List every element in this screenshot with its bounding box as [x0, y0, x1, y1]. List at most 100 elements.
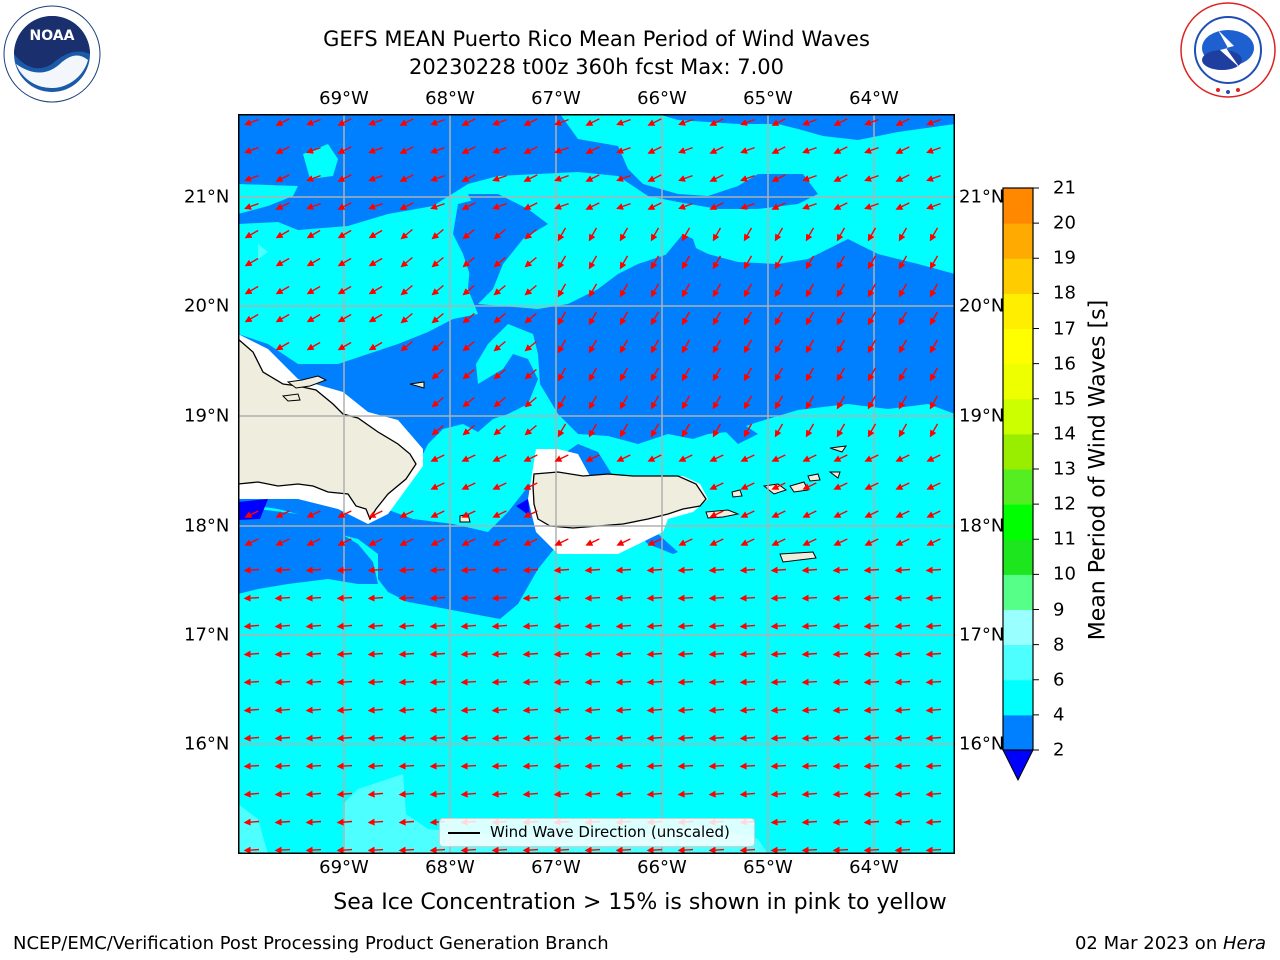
- wind-wave-arrow: [743, 423, 753, 438]
- wind-wave-arrow: [557, 227, 567, 242]
- wind-wave-arrow: [740, 454, 755, 462]
- wind-wave-arrow: [867, 311, 877, 326]
- wind-wave-arrow: [929, 255, 939, 270]
- wind-wave-arrow: [275, 538, 290, 546]
- wind-wave-arrow: [398, 678, 415, 686]
- wind-wave-arrow: [522, 706, 539, 714]
- wind-wave-arrow: [274, 650, 291, 658]
- wind-wave-arrow: [522, 734, 539, 742]
- wind-wave-arrow: [554, 538, 569, 546]
- wind-wave-arrow: [894, 706, 911, 714]
- lat-label-left-19n: 19°N: [184, 405, 230, 427]
- wind-wave-arrow: [925, 566, 942, 574]
- wind-wave-arrow: [895, 454, 910, 462]
- wind-wave-arrow: [244, 285, 259, 295]
- wind-wave-arrow: [677, 566, 694, 574]
- wind-wave-arrow: [400, 312, 413, 324]
- wind-wave-arrow: [619, 395, 629, 410]
- wind-wave-arrow: [554, 454, 569, 462]
- wind-wave-arrow: [367, 762, 384, 770]
- wind-wave-arrow: [493, 424, 506, 436]
- wind-wave-arrow: [805, 255, 815, 270]
- wind-wave-arrow: [802, 482, 817, 490]
- lon-label-bottom-69w: 69°W: [319, 857, 369, 878]
- wind-wave-arrow: [709, 510, 724, 518]
- lon-label-bottom-67w: 67°W: [531, 857, 581, 878]
- virgin-islands-4: [828, 471, 841, 479]
- wind-wave-arrow: [400, 228, 413, 240]
- wind-wave-arrow: [770, 706, 787, 714]
- wind-wave-arrow: [585, 202, 600, 210]
- wind-wave-arrow: [833, 118, 848, 126]
- wind-wave-arrow: [774, 423, 784, 438]
- wind-wave-arrow: [554, 202, 569, 210]
- wind-wave-arrow: [523, 538, 538, 546]
- wind-wave-arrow: [864, 510, 879, 518]
- wind-wave-arrow: [646, 594, 663, 602]
- wind-wave-arrow: [894, 678, 911, 686]
- wind-wave-arrow: [774, 255, 784, 270]
- lon-label-top-66w: 66°W: [637, 88, 687, 109]
- lat-label-right-19n: 19°N: [959, 405, 1005, 427]
- wind-wave-arrow: [244, 538, 259, 546]
- wind-wave-arrow: [926, 454, 941, 462]
- colorbar-band: [1003, 433, 1033, 470]
- wind-wave-arrow: [430, 118, 445, 126]
- wind-wave-arrow: [833, 146, 848, 154]
- wind-wave-arrow: [336, 622, 353, 630]
- wind-wave-arrow: [929, 227, 939, 242]
- colorbar-band: [1003, 293, 1033, 330]
- wind-wave-arrow: [492, 538, 507, 546]
- wind-wave-arrow: [867, 255, 877, 270]
- wind-wave-arrow: [681, 227, 691, 242]
- wind-wave-arrow: [894, 762, 911, 770]
- wind-wave-arrow: [619, 339, 629, 354]
- wind-wave-arrow: [805, 339, 815, 354]
- wind-wave-arrow: [306, 146, 321, 154]
- wind-wave-arrow: [743, 339, 753, 354]
- wind-wave-arrow: [431, 340, 444, 352]
- wind-wave-arrow: [460, 706, 477, 714]
- wind-wave-arrow: [305, 594, 322, 602]
- wind-wave-arrow: [681, 311, 691, 326]
- wind-wave-arrow: [460, 678, 477, 686]
- wind-wave-arrow: [588, 283, 598, 298]
- wind-wave-arrow: [400, 256, 413, 268]
- wind-wave-arrow: [650, 367, 660, 382]
- wind-wave-arrow: [493, 256, 506, 268]
- wind-wave-arrow: [429, 734, 446, 742]
- wind-wave-arrow: [925, 846, 942, 854]
- wind-wave-arrow: [368, 313, 383, 323]
- wind-wave-arrow: [524, 396, 537, 408]
- wind-wave-arrow: [368, 341, 383, 351]
- wind-wave-arrow: [770, 678, 787, 686]
- wind-wave-arrow: [774, 395, 784, 410]
- wind-wave-arrow: [306, 229, 321, 239]
- wind-wave-arrow: [305, 650, 322, 658]
- wind-wave-arrow: [805, 227, 815, 242]
- wind-wave-arrow: [898, 367, 908, 382]
- period-2-4-east: [658, 234, 758, 444]
- wind-wave-arrow: [557, 311, 567, 326]
- period-2-4-north-band-2: [238, 114, 818, 230]
- wind-wave-arrow: [712, 311, 722, 326]
- wind-wave-arrow: [863, 622, 880, 630]
- wind-wave-arrow: [275, 510, 290, 518]
- wind-wave-arrow: [398, 622, 415, 630]
- wind-wave-arrow: [430, 482, 445, 490]
- wind-wave-arrow: [898, 423, 908, 438]
- wind-wave-arrow: [650, 255, 660, 270]
- wind-wave-arrow: [336, 846, 353, 854]
- wind-wave-arrow: [585, 538, 600, 546]
- wind-wave-arrow: [836, 311, 846, 326]
- wind-wave-arrow: [460, 762, 477, 770]
- wind-wave-arrow: [584, 706, 601, 714]
- wind-wave-arrow: [836, 367, 846, 382]
- wind-wave-arrow: [492, 174, 507, 182]
- wind-wave-arrow: [739, 846, 756, 854]
- wind-wave-arrow: [681, 367, 691, 382]
- wind-wave-arrow: [739, 734, 756, 742]
- wind-wave-arrow: [619, 311, 629, 326]
- nws-logo: [1178, 0, 1278, 100]
- wind-wave-arrow: [740, 538, 755, 546]
